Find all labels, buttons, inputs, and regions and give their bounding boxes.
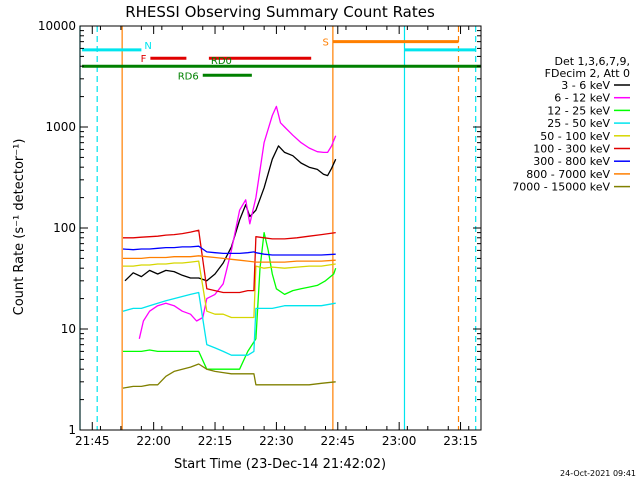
x-tick-label-6: 23:15 [443, 434, 478, 448]
flag-label-1: S [323, 38, 329, 49]
x-tick-label-0: 21:45 [75, 434, 110, 448]
series-line-0 [124, 145, 337, 282]
y-tick-label-4: 10000 [38, 19, 76, 33]
legend: Det 1,3,6,7,9,FDecim 2, Att 03 - 6 keV6 … [512, 55, 630, 194]
flag-label-3: RD0 [211, 56, 232, 67]
legend-label-3: 25 - 50 keV [547, 117, 610, 130]
x-axis-label: Start Time (23-Dec-14 21:42:02) [174, 457, 386, 472]
y-tick-label-0: 1 [68, 423, 76, 437]
y-tick-label-3: 1000 [45, 120, 76, 134]
legend-label-6: 300 - 800 keV [533, 155, 610, 168]
legend-label-4: 50 - 100 keV [540, 130, 610, 143]
x-tick-label-4: 22:45 [320, 434, 355, 448]
series-line-1 [138, 105, 337, 339]
legend-header-1: FDecim 2, Att 0 [545, 67, 630, 80]
flag-label-2: F [141, 54, 147, 65]
footer-timestamp: 24-Oct-2021 09:41 [560, 469, 636, 478]
chart-title: RHESSI Observing Summary Count Rates [125, 3, 435, 21]
x-tick-label-2: 22:15 [198, 434, 233, 448]
series-line-4 [123, 260, 336, 319]
legend-label-2: 12 - 25 keV [547, 104, 610, 117]
legend-label-1: 6 - 12 keV [554, 92, 610, 105]
x-tick-label-5: 23:00 [382, 434, 417, 448]
legend-label-0: 3 - 6 keV [561, 79, 610, 92]
legend-header-0: Det 1,3,6,7,9, [554, 55, 630, 68]
x-tick-label-3: 22:30 [259, 434, 294, 448]
series-line-8 [122, 363, 336, 389]
legend-label-8: 7000 - 15000 keV [512, 181, 610, 194]
legend-label-7: 800 - 7000 keV [526, 168, 610, 181]
y-axis-label: Count Rate (s⁻¹ detector⁻¹) [12, 139, 27, 316]
series-line-2 [123, 231, 337, 370]
y-tick-label-1: 10 [61, 322, 76, 336]
series-line-7 [123, 255, 336, 263]
series-line-5 [123, 229, 336, 294]
flag-bars: N S F RD0 RD6 [82, 38, 481, 82]
legend-label-5: 100 - 300 keV [533, 143, 610, 156]
series-line-6 [122, 245, 336, 256]
flag-label-4: RD6 [178, 71, 199, 82]
x-tick-label-1: 22:00 [136, 434, 171, 448]
y-tick-label-2: 100 [53, 221, 76, 235]
series-line-3 [122, 291, 336, 356]
series-lines [122, 105, 337, 389]
axis-ticks: 21:45 22:00 22:15 22:30 22:45 23:00 23:15 1 10 10… [38, 19, 481, 448]
flag-label-0: N [144, 41, 151, 52]
